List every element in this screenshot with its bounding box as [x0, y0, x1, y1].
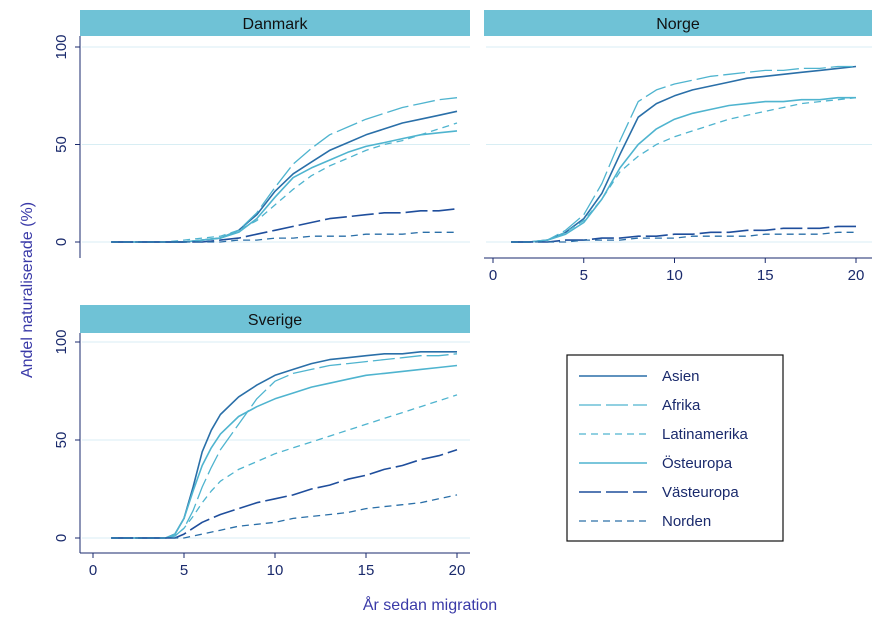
legend-label: Asien	[662, 368, 700, 385]
y-tick-label: 100	[53, 329, 70, 354]
panel-strip	[484, 10, 872, 36]
legend: Asien Afrika Latinamerika Östeuropa Västeuro…	[566, 354, 784, 542]
legend-label: Norden	[662, 513, 711, 530]
legend-label: Latinamerika	[662, 426, 749, 443]
series-line-östeuropa	[511, 96, 856, 243]
x-tick-label: 0	[489, 267, 497, 284]
series-line-norden	[111, 494, 458, 539]
y-tick-label: 50	[53, 432, 70, 449]
x-tick-label: 5	[180, 562, 188, 579]
legend-box	[566, 354, 784, 542]
series-line-västeuropa	[511, 225, 856, 243]
series-line-norden	[511, 231, 856, 243]
panel-title: Sverige	[248, 312, 302, 329]
x-tick-label: 10	[267, 562, 284, 579]
panels-layer: Danmark 0 50 100 Norge 0 5 10 15 20 Sverige 0 50 100 0…	[53, 10, 872, 579]
x-tick-label: 0	[89, 562, 97, 579]
y-axis-title: Andel naturaliserade (%)	[19, 202, 36, 378]
series-line-östeuropa	[111, 364, 458, 539]
y-tick-label: 0	[53, 238, 70, 246]
legend-label: Västeuropa	[662, 484, 739, 501]
series-line-norden	[111, 231, 457, 243]
panel-title: Danmark	[243, 16, 309, 33]
panel-sverige: Sverige 0 50 100 0 5 10 15 20	[53, 305, 470, 579]
y-tick-label: 0	[53, 534, 70, 542]
x-tick-label: 15	[358, 562, 375, 579]
series-line-västeuropa	[111, 208, 458, 243]
panel-title: Norge	[656, 16, 700, 33]
x-tick-label: 10	[666, 267, 683, 284]
series-line-afrika	[511, 65, 856, 243]
panel-norge: Norge 0 5 10 15 20	[484, 10, 872, 284]
y-tick-label: 50	[53, 136, 70, 153]
series-line-latinamerika	[111, 394, 458, 539]
panel-danmark: Danmark 0 50 100	[53, 10, 470, 258]
x-tick-label: 20	[449, 562, 466, 579]
panel-strip	[80, 10, 470, 36]
x-tick-label: 15	[757, 267, 774, 284]
panel-strip	[80, 305, 470, 333]
legend-label: Östeuropa	[662, 454, 733, 472]
x-axis-title: År sedan migration	[363, 595, 497, 614]
legend-label: Afrika	[662, 397, 701, 414]
x-tick-label: 5	[580, 267, 588, 284]
y-tick-label: 100	[53, 34, 70, 59]
x-tick-label: 20	[848, 267, 865, 284]
series-line-latinamerika	[111, 122, 458, 243]
series-line-asien	[511, 65, 857, 243]
